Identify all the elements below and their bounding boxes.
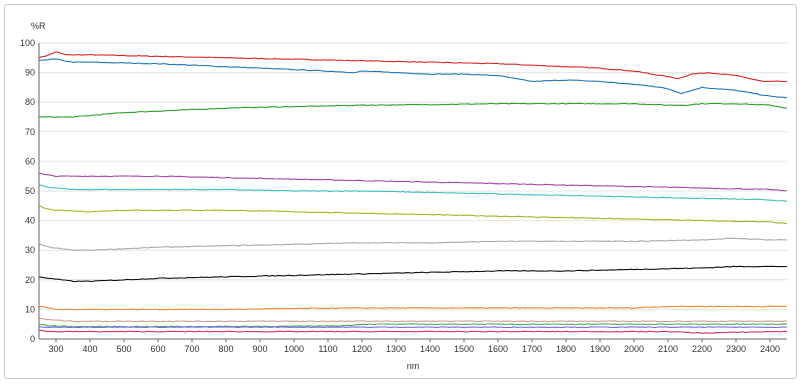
y-tick-label: 90 [25, 68, 35, 78]
y-tick-label: 70 [25, 127, 35, 137]
y-tick-label: 10 [25, 304, 35, 314]
series-line-7 [38, 237, 788, 251]
x-tick-label: 900 [252, 344, 267, 354]
x-tick-label: 2000 [624, 344, 644, 354]
x-axis-label: nm [407, 361, 420, 371]
y-axis-label: %R [31, 21, 46, 31]
reflectance-chart: 0 10 20 30 40 50 60 70 80 90 100 300 400 500 600 700 80… [20, 21, 788, 371]
x-tick-label: 1500 [454, 344, 474, 354]
y-tick-label: 30 [25, 245, 35, 255]
series-line-13 [38, 329, 788, 334]
y-tick-label: 40 [25, 216, 35, 226]
series-line-3 [38, 102, 788, 118]
x-tick-label: 1200 [352, 344, 372, 354]
x-tick-label: 1000 [284, 344, 304, 354]
x-tick-label: 1300 [386, 344, 406, 354]
series-line-4 [38, 172, 788, 192]
y-tick-label: 0 [30, 334, 35, 344]
x-tick-label: 1600 [488, 344, 508, 354]
x-tick-label: 1100 [318, 344, 337, 354]
x-tick-label: 400 [82, 344, 97, 354]
x-tick-label: 1400 [420, 344, 440, 354]
x-tick-label: 2100 [658, 344, 678, 354]
chart-frame: 0 10 20 30 40 50 60 70 80 90 100 300 400 500 600 700 80… [4, 4, 797, 379]
grid-lines [39, 42, 787, 310]
x-tick-label: 1700 [522, 344, 542, 354]
x-tick-label: 700 [184, 344, 199, 354]
x-tick-label: 2200 [692, 344, 712, 354]
series-line-6 [38, 204, 788, 225]
series-line-9 [39, 305, 788, 311]
y-tick-label: 60 [25, 156, 35, 166]
y-tick-label: 20 [25, 275, 35, 285]
x-tick-label: 600 [150, 344, 165, 354]
x-tick-label: 2400 [760, 344, 780, 354]
x-tick-label: 500 [116, 344, 131, 354]
y-tick-label: 100 [20, 38, 35, 48]
x-tick-label: 2300 [726, 344, 746, 354]
series-line-12 [39, 326, 788, 329]
x-tick-label: 1900 [590, 344, 610, 354]
series-line-1 [38, 51, 787, 83]
x-tick-label: 1800 [556, 344, 576, 354]
series-line-5 [38, 184, 788, 202]
y-tick-label: 80 [25, 97, 35, 107]
y-tick-labels: 0 10 20 30 40 50 60 70 80 90 100 [20, 38, 35, 344]
series-line-8 [38, 265, 788, 283]
x-tick-label: 300 [48, 344, 63, 354]
series-line-11 [38, 323, 788, 328]
series-lines [38, 51, 788, 334]
y-tick-label: 50 [25, 186, 35, 196]
series-line-10 [38, 317, 788, 323]
x-tick-label: 800 [218, 344, 233, 354]
x-tick-labels: 300 400 500 600 700 800 900 1000 1100 1200 1300 140… [48, 339, 780, 354]
series-line-2 [38, 58, 788, 99]
